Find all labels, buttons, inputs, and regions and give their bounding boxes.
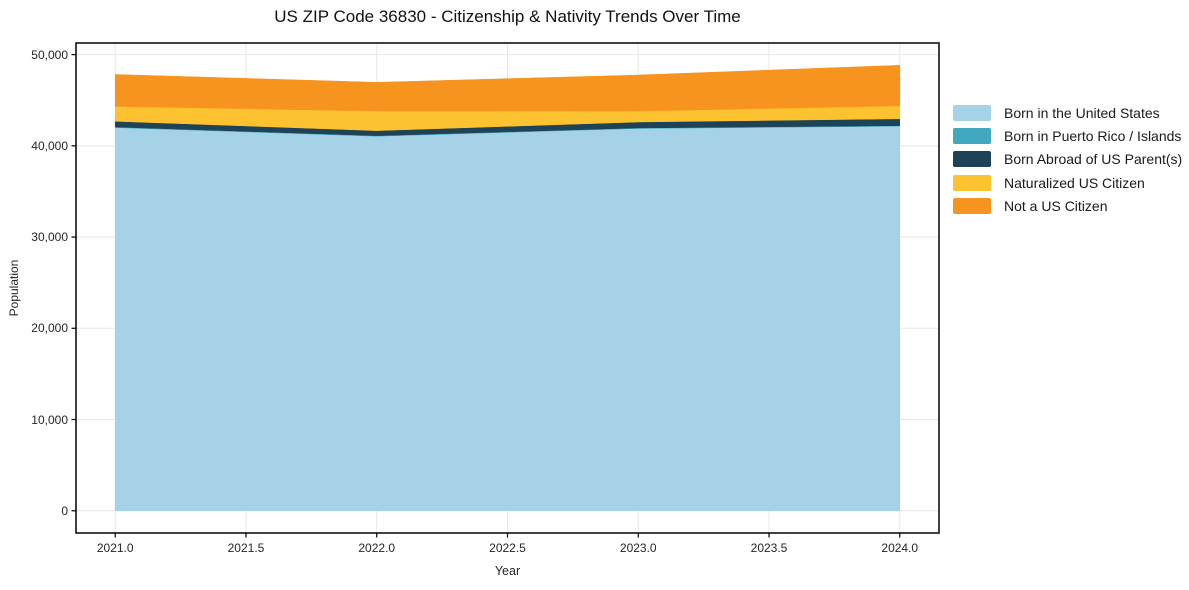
- legend: Born in the United States Born in Puerto …: [953, 101, 1182, 218]
- legend-swatch: [953, 174, 991, 191]
- legend-label: Not a US Citizen: [1004, 198, 1108, 215]
- y-tick-label: 0: [61, 503, 68, 518]
- x-tick-label: 2024.0: [881, 541, 919, 555]
- legend-swatch: [953, 104, 991, 121]
- legend-swatch: [953, 151, 991, 168]
- y-tick-label: 50,000: [31, 47, 68, 62]
- x-tick-label: 2023.0: [619, 541, 657, 555]
- legend-swatch: [953, 128, 991, 145]
- y-tick-label: 20,000: [31, 321, 68, 336]
- x-tick-label: 2021.5: [227, 541, 265, 555]
- y-tick-label: 40,000: [31, 138, 68, 153]
- legend-swatch: [953, 198, 991, 215]
- x-tick-label: 2023.5: [750, 541, 788, 555]
- x-tick-label: 2022.0: [358, 541, 396, 555]
- legend-label: Naturalized US Citizen: [1004, 174, 1145, 191]
- legend-item: Born Abroad of US Parent(s): [953, 148, 1182, 171]
- legend-item: Born in the United States: [953, 101, 1182, 124]
- area-series: [114, 65, 901, 112]
- area-series: [114, 125, 901, 511]
- chart-title: US ZIP Code 36830 - Citizenship & Nativi…: [274, 7, 741, 26]
- x-axis-label: Year: [494, 564, 521, 578]
- x-tick-label: 2021.0: [96, 541, 134, 555]
- legend-label: Born in the United States: [1004, 104, 1160, 121]
- legend-item: Naturalized US Citizen: [953, 171, 1182, 194]
- y-tick-label: 30,000: [31, 230, 68, 245]
- legend-item: Not a US Citizen: [953, 195, 1182, 218]
- legend-label: Born in Puerto Rico / Islands: [1004, 128, 1182, 145]
- y-tick-label: 10,000: [31, 412, 68, 427]
- legend-item: Born in Puerto Rico / Islands: [953, 124, 1182, 147]
- x-tick-label: 2022.5: [489, 541, 526, 555]
- legend-label: Born Abroad of US Parent(s): [1004, 151, 1183, 168]
